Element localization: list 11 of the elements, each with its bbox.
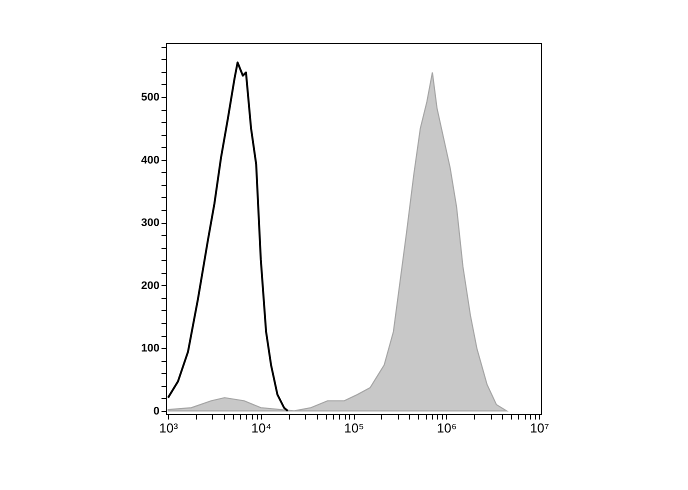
x-tick-label: 10⁵	[344, 420, 364, 436]
x-tick-label: 10⁷	[530, 420, 550, 436]
x-tick-label: 10⁴	[251, 420, 272, 436]
y-tick-label: 400	[141, 154, 160, 166]
y-tick-label: 0	[153, 405, 160, 418]
y-tick-label: 300	[141, 217, 160, 230]
y-tick-label: 500	[141, 91, 160, 104]
y-tick-label: 100	[141, 342, 160, 355]
x-tick-label: 10³	[159, 420, 179, 436]
x-tick-label: 10⁶	[436, 420, 457, 436]
y-tick-label: 200	[141, 280, 160, 292]
